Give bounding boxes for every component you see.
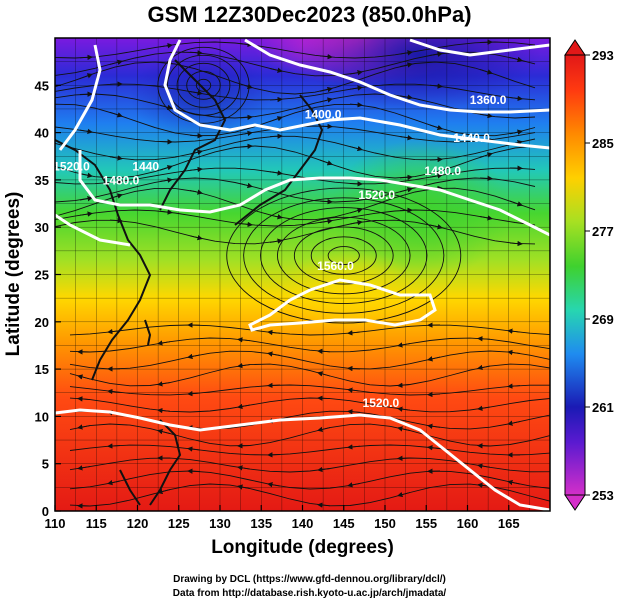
credit-line-data: Data from http://database.rish.kyoto-u.a… bbox=[172, 588, 447, 599]
x-tick-label: 120 bbox=[127, 516, 149, 531]
colorbar-label: 253 bbox=[592, 488, 614, 503]
y-tick-label: 35 bbox=[35, 173, 49, 188]
colorbar: 293 285 277 269 261 253 bbox=[564, 39, 614, 511]
x-tick-label: 110 bbox=[45, 516, 66, 531]
coastline bbox=[55, 59, 324, 506]
contour-label: 1480.0 bbox=[424, 164, 461, 178]
colorbar-label: 293 bbox=[592, 48, 614, 63]
colorbar-top-arrow bbox=[564, 39, 586, 56]
x-tick-label: 155 bbox=[415, 516, 437, 531]
y-tick-label: 5 bbox=[42, 457, 49, 472]
contour-label: 1560.0 bbox=[317, 259, 354, 273]
y-tick-label: 25 bbox=[35, 268, 49, 283]
colorbar-label: 277 bbox=[592, 224, 614, 239]
x-tick-label: 115 bbox=[86, 516, 107, 531]
credit-line-dcl: Drawing by DCL (https://www.gfd-dennou.o… bbox=[173, 574, 446, 585]
colorbar-label: 285 bbox=[592, 136, 614, 151]
x-tick-label: 165 bbox=[498, 516, 520, 531]
x-tick-label: 160 bbox=[457, 516, 479, 531]
colorbar-label: 269 bbox=[592, 312, 614, 327]
x-axis-label: Longitude (degrees) bbox=[211, 537, 394, 558]
geopotential-contours bbox=[55, 38, 550, 511]
chart-title: GSM 12Z30Dec2023 (850.0hPa) bbox=[147, 2, 472, 27]
contour-label: 1440.0 bbox=[453, 131, 490, 145]
contour-label: 1400.0 bbox=[305, 107, 342, 121]
y-tick-label: 10 bbox=[35, 409, 49, 424]
y-tick-label: 40 bbox=[35, 126, 49, 141]
x-tick-label: 140 bbox=[292, 516, 314, 531]
y-axis-ticks: 0 5 10 15 20 25 30 35 40 45 bbox=[35, 78, 61, 519]
colorbar-scale bbox=[564, 54, 586, 496]
contour-label: 1520.0 bbox=[53, 159, 90, 173]
contour-labels: 1400.01360.01440.01480.01520.014401480.0… bbox=[53, 93, 507, 410]
contour-label: 1520.0 bbox=[363, 396, 400, 410]
x-tick-label: 150 bbox=[374, 516, 396, 531]
colorbar-label: 261 bbox=[592, 400, 614, 415]
contour-label: 1360.0 bbox=[470, 93, 507, 107]
contour-label: 1480.0 bbox=[103, 174, 140, 188]
y-tick-label: 45 bbox=[35, 78, 49, 93]
y-tick-label: 15 bbox=[35, 362, 49, 377]
y-tick-label: 0 bbox=[42, 504, 49, 519]
x-tick-label: 145 bbox=[333, 516, 355, 531]
wind-streamlines bbox=[55, 39, 550, 509]
x-axis-ticks: 110 115 120 125 130 135 140 145 150 155 160 165 bbox=[45, 505, 520, 531]
x-tick-label: 135 bbox=[250, 516, 272, 531]
lat-lon-grid bbox=[55, 38, 550, 511]
x-tick-label: 125 bbox=[168, 516, 190, 531]
y-tick-label: 20 bbox=[35, 315, 49, 330]
x-tick-label: 130 bbox=[209, 516, 231, 531]
colorbar-bottom-arrow bbox=[564, 494, 586, 511]
contour-label: 1520.0 bbox=[358, 188, 395, 202]
contour-label: 1440 bbox=[132, 159, 159, 173]
y-tick-label: 30 bbox=[35, 220, 49, 235]
